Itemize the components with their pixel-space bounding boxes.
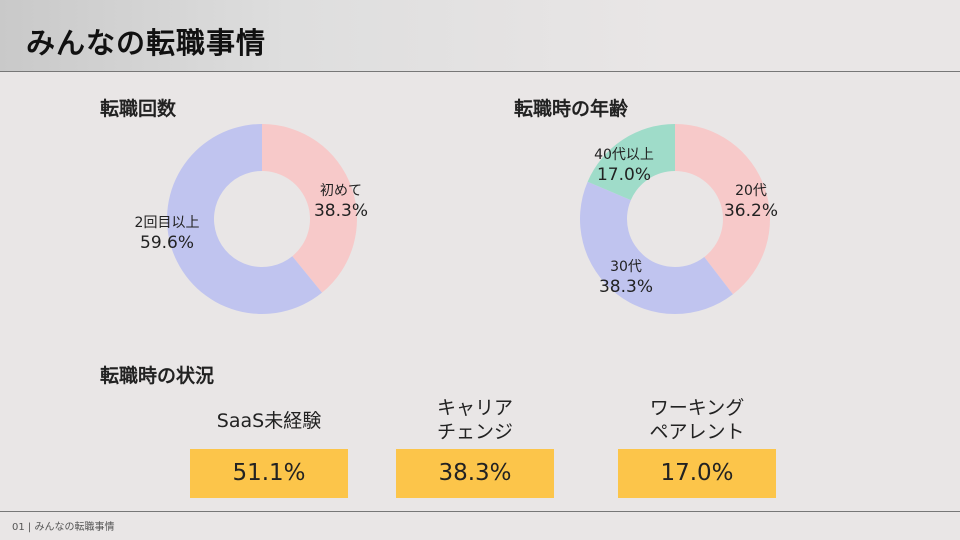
slice-value-label: 17.0% — [597, 165, 651, 185]
status-value: 38.3% — [396, 449, 554, 498]
status-label: ワーキング ペアレント — [649, 397, 745, 443]
donut-slice — [262, 124, 357, 293]
status-value: 17.0% — [618, 449, 776, 498]
age-chart-title: 転職時の年齢 — [514, 98, 629, 120]
status-label: キャリア チェンジ — [436, 397, 513, 443]
page-title: みんなの転職事情 — [26, 26, 267, 60]
slice-value-label: 59.6% — [140, 233, 194, 253]
slice-label: 40代以上 — [594, 147, 654, 163]
count-chart-title: 転職回数 — [100, 98, 177, 120]
donut-slice — [675, 124, 770, 295]
status-item-saas: SaaS未経験 51.1% — [190, 396, 348, 498]
slice-label: 20代 — [735, 183, 767, 199]
status-item-working-parent: ワーキング ペアレント 17.0% — [618, 396, 776, 498]
header-bar: みんなの転職事情 — [0, 0, 960, 72]
slice-value-label: 38.3% — [314, 201, 368, 221]
footer-divider — [0, 511, 960, 512]
slice-value-label: 38.3% — [599, 277, 653, 297]
donut-slice — [580, 181, 733, 314]
age-donut-chart: 20代 36.2% 30代 38.3% 40代以上 17.0% — [580, 124, 778, 314]
slice-label: 30代 — [610, 259, 642, 275]
status-label: SaaS未経験 — [216, 410, 322, 432]
slice-label: 初めて — [320, 182, 362, 199]
donut-slice — [587, 124, 675, 201]
status-item-career-change: キャリア チェンジ 38.3% — [396, 396, 554, 498]
donut-slice — [167, 124, 322, 314]
status-section-title: 転職時の状況 — [100, 365, 215, 387]
footer-text: 01 | みんなの転職事情 — [12, 522, 115, 533]
transfer-count-donut-chart: 初めて 38.3% 2回目以上 59.6% — [135, 124, 368, 314]
slice-label: 2回目以上 — [135, 215, 200, 231]
slice-value-label: 36.2% — [724, 201, 778, 221]
status-value: 51.1% — [190, 449, 348, 498]
